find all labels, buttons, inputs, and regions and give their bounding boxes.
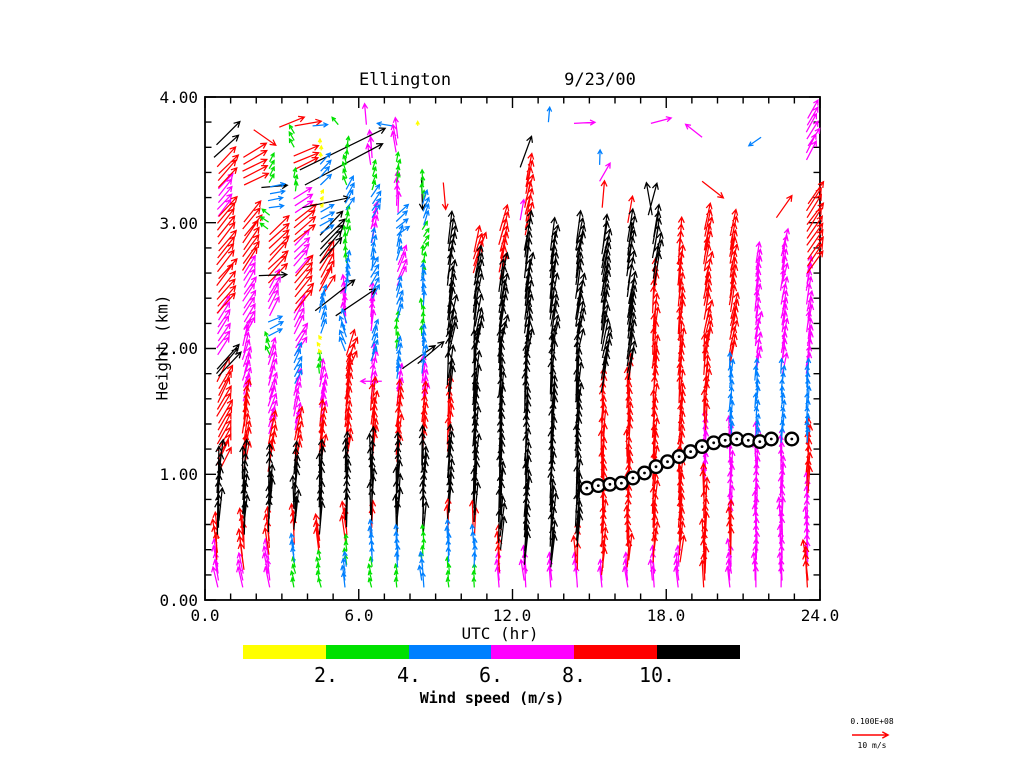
x-tick-label-3: 18.0 — [646, 606, 686, 625]
colorbar-label-10: 10. — [638, 663, 676, 687]
colorbar-title: Wind speed (m/s) — [419, 689, 565, 707]
reference-vector-arrow — [852, 731, 890, 739]
colorbar-label-6: 6. — [478, 663, 504, 687]
x-tick-label-4: 24.0 — [800, 606, 840, 625]
colorbar-segment-4-6-m-s — [408, 645, 492, 659]
plot-title-site: Ellington — [358, 70, 452, 90]
x-axis-title: UTC (hr) — [461, 624, 539, 643]
x-tick-label-2: 12.0 — [492, 606, 532, 625]
wind-speed-colorbar — [243, 645, 740, 659]
y-tick-label-3: 3.00 — [159, 214, 198, 233]
plot-title-date: 9/23/00 — [564, 70, 636, 90]
y-tick-label-0: 0.00 — [159, 591, 198, 610]
colorbar-label-2: 2. — [313, 663, 339, 687]
colorbar-label-4: 4. — [396, 663, 422, 687]
colorbar-segment-2-4-m-s — [325, 645, 409, 659]
colorbar-segment-over-10-m-s — [657, 645, 740, 659]
colorbar-label-8: 8. — [561, 663, 587, 687]
colorbar-segment-8-10-m-s — [574, 645, 658, 659]
x-tick-label-0: 0.0 — [190, 606, 220, 625]
colorbar-segment-6-8-m-s — [491, 645, 575, 659]
y-tick-label-4: 4.00 — [159, 88, 198, 107]
colorbar-segment-0-2-m-s — [243, 645, 326, 659]
x-tick-label-1: 6.0 — [344, 606, 374, 625]
reference-vector-scale-label: 0.100E+08 — [850, 717, 894, 726]
y-tick-label-1: 1.00 — [159, 465, 198, 484]
y-axis-title: Height (km) — [152, 294, 172, 401]
y-tick-label-2: 2.00 — [159, 339, 198, 358]
reference-vector-speed-label: 10 m/s — [857, 741, 887, 750]
